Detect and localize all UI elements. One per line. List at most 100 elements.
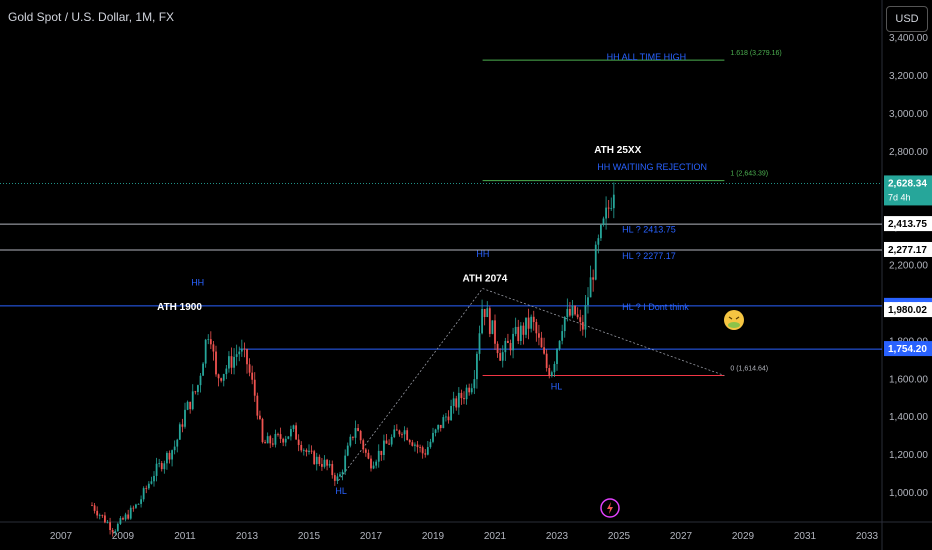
candle-body [91,505,93,507]
candle-body [408,439,411,443]
candle-body [271,443,274,445]
candle-body [106,522,109,524]
candle-body [414,444,416,446]
candle-body [127,514,130,519]
candle-body [147,483,150,489]
candle-body [543,347,545,354]
price-axis-label-bg [884,175,932,206]
candle-body [465,387,468,400]
candle-body [375,461,378,466]
x-tick-label: 2013 [236,531,259,542]
trendline [338,288,483,481]
candle-body [287,436,290,439]
candle-body [119,518,122,524]
price-axis-label: 2,277.17 [888,245,927,256]
candle-body [150,481,153,484]
candle-body [168,452,171,460]
chart-annotation: HL ? I Dont think [622,302,689,312]
x-tick-label: 2015 [298,531,321,542]
x-tick-label: 2011 [174,531,196,542]
y-tick-label: 1,200.00 [889,450,928,461]
candle-body [318,456,321,465]
candle-body [450,405,452,421]
candle-body [548,368,551,377]
candle-body [496,343,499,354]
candle-body [305,449,308,452]
y-tick-label: 3,000.00 [889,109,928,120]
candle-body [380,450,383,455]
candle-body [447,416,450,421]
candle-body [292,425,295,430]
candle-body [194,391,197,393]
candle-body [228,356,230,369]
chart-annotation: HL [551,382,563,392]
candle-body [277,433,279,435]
candle-body [328,464,331,466]
candle-body [607,207,610,209]
candle-body [207,339,210,340]
candle-body [122,518,124,520]
candle-body [566,308,569,317]
chart-annotation: ATH 25XX [594,145,641,156]
candle-body [561,331,564,341]
price-axis-label-bg [884,341,932,357]
candle-body [160,463,163,470]
lightning-icon [600,498,620,518]
candle-body [282,438,285,443]
x-tick-label: 2019 [422,531,445,542]
price-axis-countdown: 7d 4h [888,192,911,202]
candle-body [370,458,372,469]
candle-body [344,455,347,472]
candle-body [96,510,99,516]
candle-body [310,450,313,452]
candle-body [574,305,576,315]
currency-button[interactable]: USD [886,6,928,32]
candle-body [468,387,471,393]
candle-body [532,316,535,323]
candle-body [155,463,158,476]
candle-body [481,309,483,334]
candle-body [300,444,303,451]
candle-body [204,339,207,364]
candle-body [514,326,517,334]
candle-body [217,374,220,379]
candle-body [581,321,584,330]
candle-body [98,514,101,516]
candle-body [142,488,145,500]
candle-body [251,372,254,380]
fib-level-label: 1.618 (3,279.16) [730,50,781,57]
candle-body [238,351,241,355]
candle-body [610,208,613,209]
candle-body [517,326,520,342]
candle-body [553,364,556,373]
candle-body [352,436,354,438]
candle-body [199,375,202,386]
candle-body [597,238,600,245]
candle-body [269,436,272,444]
candle-body [385,440,388,444]
candle-body [473,379,476,389]
fib-level-label: 1 (2,643.39) [730,171,768,178]
candle-body [530,316,533,329]
candle-body [460,392,463,399]
candle-body [527,317,530,329]
candle-body [602,218,605,225]
candle-body [383,440,385,455]
price-axis-label-bg [884,216,932,232]
candle-body [243,348,246,350]
price-axis-label: 2,628.34 [888,178,927,189]
candle-body [457,392,460,408]
candle-body [589,277,592,298]
price-axis-label: 1,754.20 [888,344,927,355]
candle-body [395,429,398,431]
candle-body [248,364,251,373]
price-axis-label: 2,413.75 [888,219,927,230]
candle-body [197,385,199,392]
price-axis-label: 1,980.02 [888,305,927,316]
candle-body [538,333,540,338]
chart-annotation: HH [191,277,204,287]
candle-body [93,505,96,511]
candle-body [364,449,367,453]
candle-body [354,428,357,438]
